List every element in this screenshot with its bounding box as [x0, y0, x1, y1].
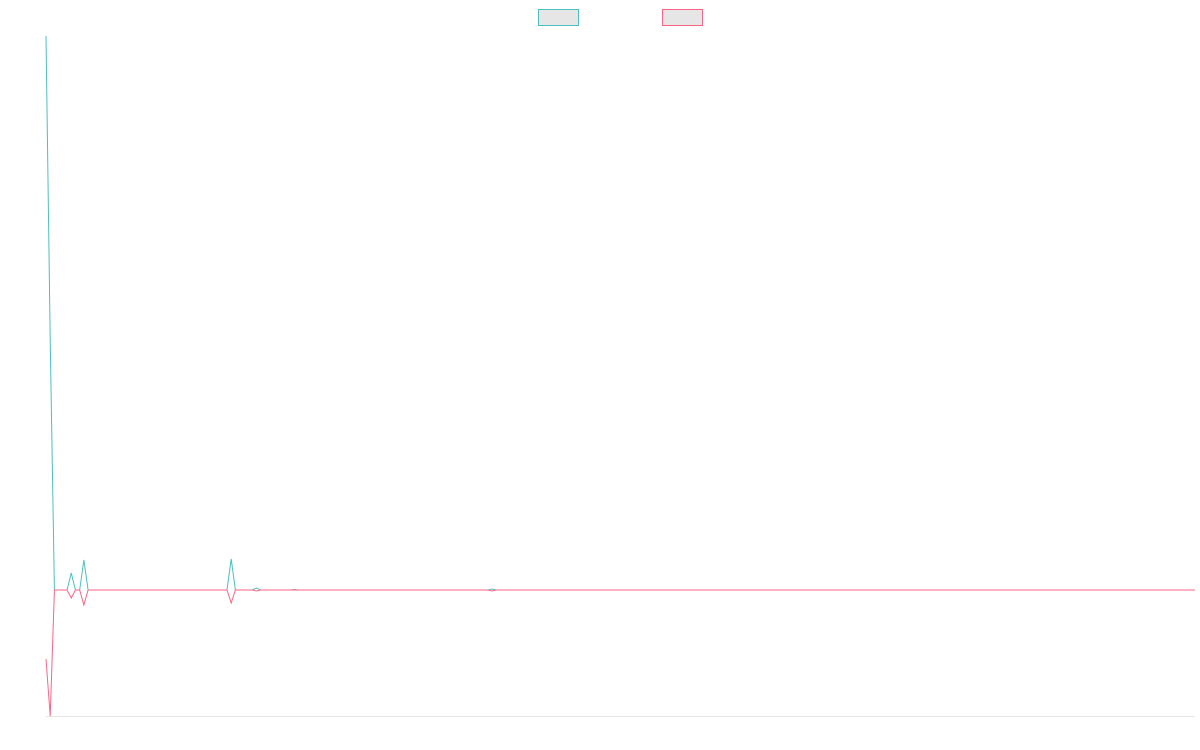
series-line	[45, 589, 1195, 717]
legend-swatch[interactable]	[662, 9, 703, 26]
legend-swatch[interactable]	[538, 9, 579, 26]
series-line	[45, 35, 1195, 591]
